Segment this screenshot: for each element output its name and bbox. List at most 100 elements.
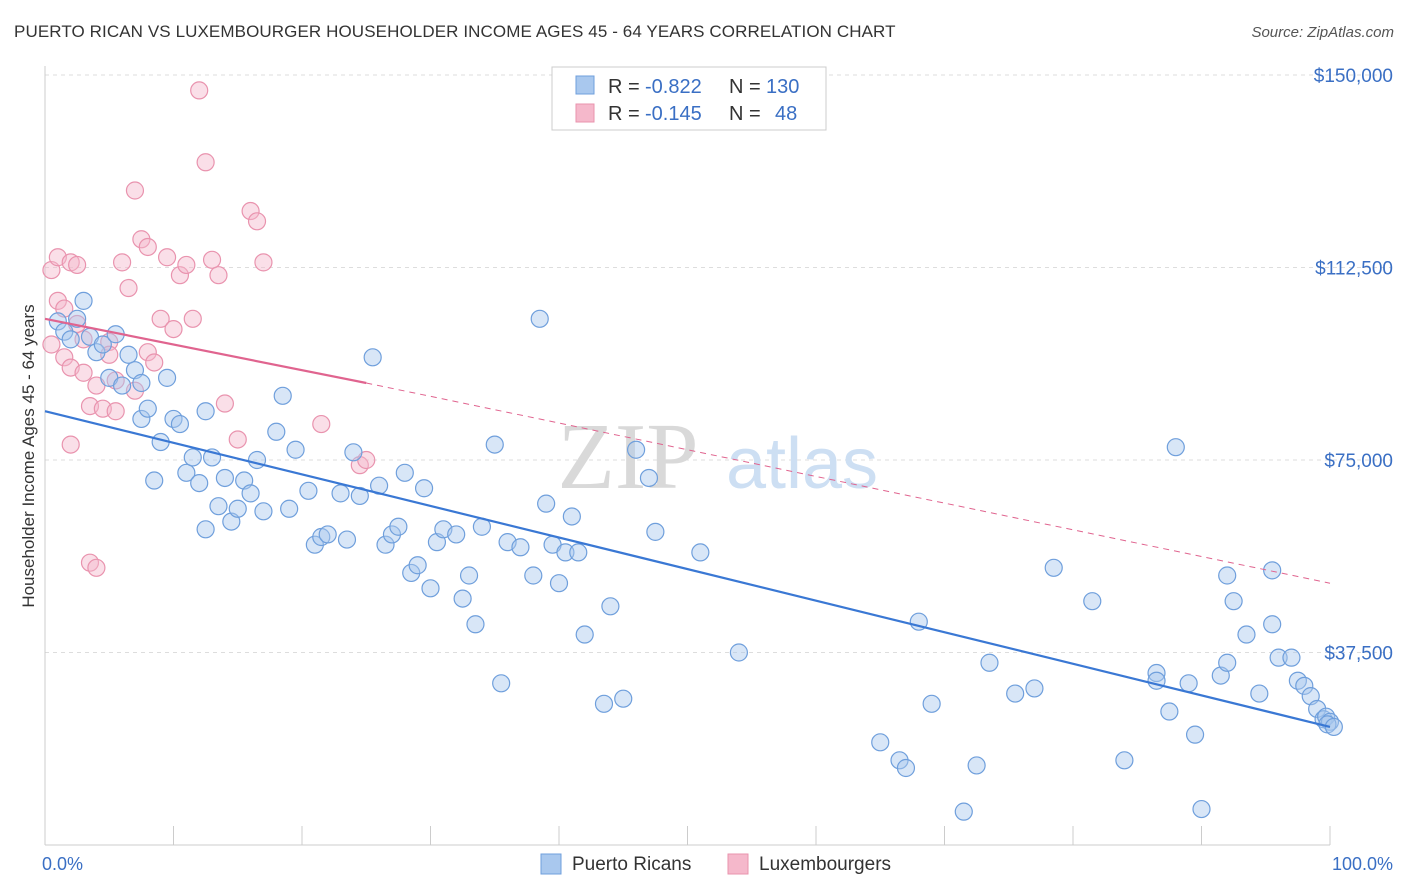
puerto-rican-point <box>209 497 228 516</box>
puerto-rican-point <box>1185 725 1205 744</box>
puerto-rican-point <box>980 653 999 672</box>
chart-title: PUERTO RICAN VS LUXEMBOURGER HOUSEHOLDER… <box>14 22 896 41</box>
puerto-rican-point <box>485 435 504 454</box>
puerto-rican-point <box>1263 561 1282 580</box>
puerto-rican-point <box>1224 592 1243 611</box>
puerto-rican-point <box>183 448 202 467</box>
puerto-rican-point <box>68 309 87 328</box>
puerto-rican-point <box>267 422 286 441</box>
luxembourger-point <box>170 266 190 285</box>
y-tick-label: $150,000 <box>1314 66 1393 87</box>
puerto-rican-point <box>196 402 215 421</box>
luxembourger-point <box>209 266 228 285</box>
luxembourger-point <box>247 212 267 231</box>
puerto-rican-point <box>318 525 337 544</box>
puerto-rican-point <box>562 507 581 526</box>
puerto-rican-point <box>954 802 973 821</box>
x-tick-labels: 0.0% 100.0% <box>42 854 1393 874</box>
puerto-rican-point <box>119 345 138 364</box>
puerto-rican-point <box>247 450 267 470</box>
puerto-rican-point <box>594 694 614 713</box>
puerto-rican-point <box>196 520 215 539</box>
bottom-legend-label: Puerto Ricans <box>572 854 691 875</box>
luxembourger-point <box>68 255 87 275</box>
watermark: ZIP atlas <box>558 405 879 509</box>
legend-n-label: N = <box>729 76 761 98</box>
luxembourger-point <box>202 250 222 269</box>
luxembourger-point <box>125 181 145 200</box>
luxembourger-point <box>151 309 170 328</box>
watermark-atlas: atlas <box>726 424 878 504</box>
puerto-rican-point <box>1324 717 1343 737</box>
legend-r-label: R = <box>608 103 640 125</box>
y-axis-label: Householder Income Ages 45 - 64 years <box>19 304 38 607</box>
luxembourger-point <box>215 394 234 413</box>
puerto-rican-point <box>344 443 363 462</box>
puerto-ricans-trend-line <box>44 410 1331 729</box>
puerto-rican-point <box>1263 615 1282 634</box>
puerto-rican-point <box>569 543 588 562</box>
puerto-rican-point <box>511 538 530 557</box>
legend-swatch-puerto-ricans <box>575 75 595 95</box>
puerto-rican-point <box>922 694 941 713</box>
y-tick-label: $112,500 <box>1315 259 1393 280</box>
luxembourger-point <box>228 430 247 449</box>
puerto-rican-point <box>1282 648 1301 667</box>
puerto-rican-point <box>1025 679 1044 698</box>
puerto-rican-point <box>421 579 440 598</box>
puerto-rican-point <box>138 399 157 418</box>
puerto-rican-point <box>414 479 434 498</box>
y-tick-labels: $37,500 $75,000 $112,500 $150,000 <box>1314 66 1393 665</box>
luxembourger-point <box>312 414 331 434</box>
grid-lines <box>45 74 1392 653</box>
luxembourger-point <box>157 248 177 267</box>
puerto-rican-point <box>363 348 382 367</box>
luxembourger-point <box>190 81 209 100</box>
puerto-rican-point <box>530 309 549 328</box>
y-tick-label: $37,500 <box>1324 644 1393 665</box>
puerto-rican-point <box>112 376 132 395</box>
puerto-rican-point <box>389 517 408 536</box>
axes <box>44 66 1331 846</box>
puerto-rican-point <box>453 589 472 608</box>
luxembourgers-points <box>42 81 376 577</box>
puerto-rican-point <box>1006 684 1025 703</box>
puerto-rican-point <box>896 758 916 778</box>
puerto-rican-point <box>395 463 414 482</box>
puerto-ricans-points <box>48 291 1343 821</box>
puerto-rican-point <box>967 756 986 775</box>
x-tick-label: 100.0% <box>1332 854 1393 874</box>
puerto-rican-point <box>132 409 151 429</box>
puerto-rican-point <box>1192 799 1211 819</box>
puerto-rican-point <box>190 474 209 493</box>
luxembourger-point <box>138 343 157 362</box>
luxembourger-point <box>87 558 106 577</box>
puerto-rican-point <box>1115 751 1134 770</box>
puerto-rican-point <box>1218 566 1237 585</box>
puerto-rican-point <box>1295 676 1314 695</box>
luxembourger-point <box>164 320 183 339</box>
puerto-rican-point <box>337 530 357 549</box>
legend-r-value: -0.145 <box>645 103 702 125</box>
puerto-rican-point <box>466 615 485 634</box>
legend-n-value: 48 <box>775 103 797 125</box>
puerto-rican-point <box>74 291 93 310</box>
luxembourger-point <box>106 402 125 421</box>
puerto-rican-point <box>299 481 318 500</box>
puerto-rican-point <box>626 440 646 459</box>
luxembourger-point <box>196 153 215 172</box>
puerto-rican-point <box>215 468 234 488</box>
puerto-rican-point <box>376 535 395 554</box>
puerto-rican-point <box>228 499 247 518</box>
legend-box: R = -0.822 N = 130 R = -0.145 N = 48 <box>551 66 827 131</box>
puerto-rican-point <box>331 484 350 503</box>
luxembourger-point <box>183 309 202 328</box>
puerto-rican-point <box>537 494 556 513</box>
puerto-rican-point <box>1237 625 1256 644</box>
luxembourger-point <box>138 237 157 257</box>
puerto-rican-point <box>492 674 511 693</box>
x-tick-label: 0.0% <box>42 854 83 874</box>
puerto-rican-point <box>1166 438 1185 457</box>
puerto-rican-point <box>93 335 112 354</box>
bottom-legend-swatch-luxembourgers <box>727 853 749 875</box>
